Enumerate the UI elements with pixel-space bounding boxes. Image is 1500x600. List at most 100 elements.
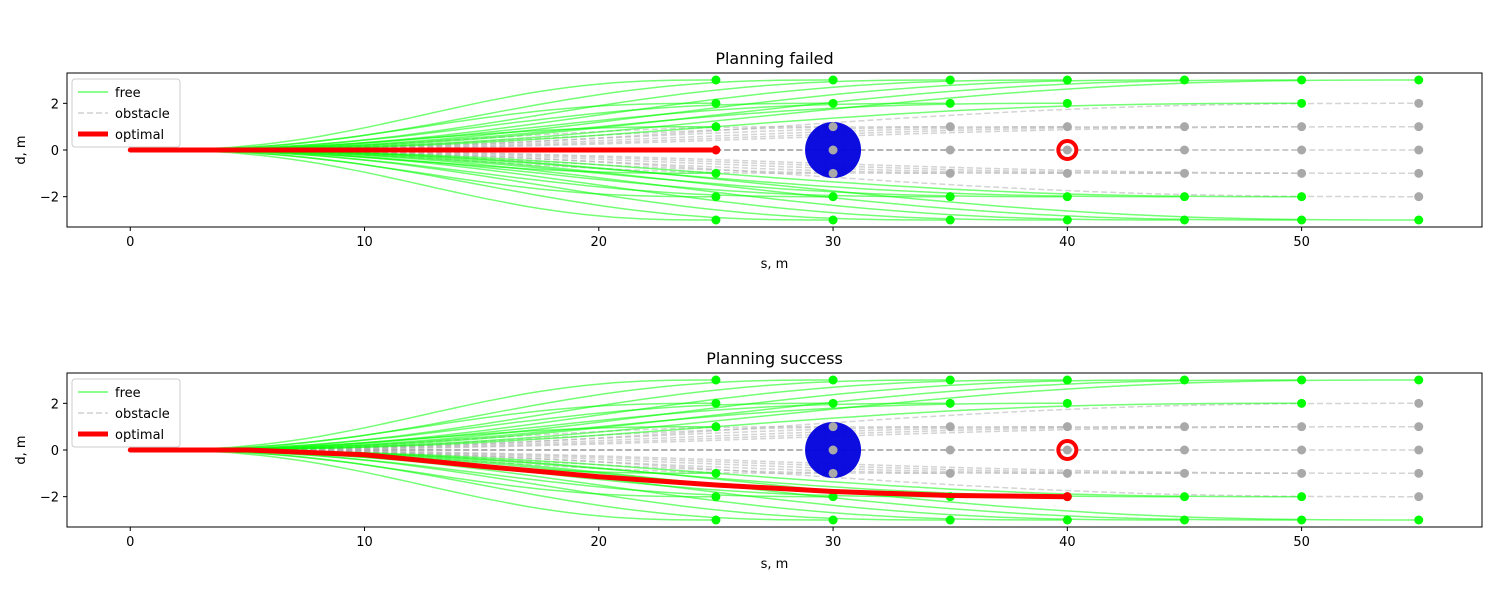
free-endpoint-marker — [1062, 375, 1072, 385]
y-tick-label: −2 — [40, 191, 59, 206]
obstacle-trajectory — [130, 449, 1419, 475]
obstacle-trajectory — [130, 449, 1302, 475]
free-endpoint-marker — [828, 492, 838, 502]
free-endpoint-marker — [945, 192, 955, 202]
legend: free obstacle optimal — [71, 378, 181, 448]
x-tick-label: 20 — [591, 235, 608, 250]
obstacle-endpoint-marker — [1179, 145, 1189, 155]
obstacle-endpoint-marker — [1414, 492, 1424, 502]
free-trajectory — [130, 449, 1068, 521]
x-tick-label: 50 — [1293, 235, 1310, 250]
free-endpoint-marker — [828, 375, 838, 385]
free-endpoint-marker — [828, 398, 838, 408]
free-endpoint-marker — [1297, 98, 1307, 108]
y-tick-label: −2 — [40, 491, 59, 506]
free-endpoint-marker — [1179, 375, 1189, 385]
obstacle-endpoint-marker — [1297, 445, 1307, 455]
legend-box — [71, 378, 181, 448]
free-endpoint-marker — [711, 122, 721, 132]
legend: free obstacle optimal — [71, 78, 181, 148]
free-endpoint-marker — [1179, 75, 1189, 85]
plot-area — [127, 75, 1424, 225]
obstacle-trajectory — [130, 125, 1419, 151]
obstacle-endpoint-marker — [1062, 422, 1072, 432]
legend-label-optimal: optimal — [115, 128, 164, 143]
free-endpoint-marker — [711, 468, 721, 478]
obstacle-endpoint-marker — [945, 422, 955, 432]
free-endpoint-marker — [711, 75, 721, 85]
obstacle-endpoint-marker — [1414, 145, 1424, 155]
x-tick-label: 30 — [825, 235, 842, 250]
free-endpoint-marker — [711, 168, 721, 178]
free-endpoint-marker — [945, 98, 955, 108]
free-endpoint-marker — [1062, 215, 1072, 225]
free-endpoint-marker — [1062, 515, 1072, 525]
free-endpoint-marker — [1414, 215, 1424, 225]
y-tick-label: 0 — [51, 144, 59, 159]
free-endpoint-marker — [711, 398, 721, 408]
obstacle-endpoint-marker — [1297, 468, 1307, 478]
obstacle-trajectory — [130, 149, 1419, 175]
obstacle-trajectory — [130, 402, 1419, 451]
chart-panel-1: 0 10 20 30 40 50 −2 0 2 Planning failed s, m d, m fr… — [14, 49, 1483, 272]
free-endpoint-marker — [1414, 515, 1424, 525]
free-endpoint-marker — [1179, 492, 1189, 502]
x-tick-label: 30 — [825, 535, 842, 550]
obstacle-endpoint-marker — [828, 145, 838, 155]
obstacle-endpoint-marker — [1414, 122, 1424, 132]
obstacle-endpoint-marker — [1414, 422, 1424, 432]
free-endpoint-marker — [1297, 375, 1307, 385]
obstacle-endpoint-marker — [945, 168, 955, 178]
free-trajectory — [130, 79, 1185, 151]
y-tick-label: 2 — [51, 397, 59, 412]
obstacle-endpoint-marker — [828, 422, 838, 432]
legend-label-obstacle: obstacle — [115, 107, 170, 122]
free-endpoint-marker — [711, 215, 721, 225]
free-trajectory — [130, 379, 1068, 451]
panel-title: Planning success — [706, 349, 843, 368]
free-trajectory — [130, 79, 1419, 151]
obstacle-endpoint-marker — [945, 122, 955, 132]
free-trajectory — [130, 379, 1419, 451]
free-endpoint-marker — [711, 375, 721, 385]
free-endpoint-marker — [828, 98, 838, 108]
obstacle-endpoint-marker — [828, 445, 838, 455]
free-endpoint-marker — [1297, 515, 1307, 525]
free-endpoint-marker — [711, 492, 721, 502]
free-endpoint-marker — [1179, 215, 1189, 225]
x-tick-label: 10 — [356, 535, 373, 550]
obstacle-endpoint-marker — [1179, 422, 1189, 432]
legend-label-free: free — [115, 386, 141, 401]
obstacle-endpoint-marker — [1297, 145, 1307, 155]
free-endpoint-marker — [1062, 398, 1072, 408]
free-trajectory — [130, 449, 1419, 521]
free-endpoint-marker — [711, 192, 721, 202]
legend-label-obstacle: obstacle — [115, 407, 170, 422]
chart-panel-2: 0 10 20 30 40 50 −2 0 2 Planning success s, m d, m f… — [14, 349, 1483, 572]
obstacle-endpoint-marker — [945, 468, 955, 478]
obstacle-endpoint-marker — [1297, 122, 1307, 132]
y-tick-label: 0 — [51, 444, 59, 459]
obstacle-endpoint-marker — [828, 168, 838, 178]
free-endpoint-marker — [945, 515, 955, 525]
obstacle-endpoint-marker — [1062, 445, 1072, 455]
obstacle-endpoint-marker — [1414, 168, 1424, 178]
obstacle-endpoint-marker — [828, 468, 838, 478]
free-endpoint-marker — [828, 192, 838, 202]
obstacle-endpoint-marker — [1414, 468, 1424, 478]
x-axis-label: s, m — [761, 257, 789, 272]
free-endpoint-marker — [1062, 75, 1072, 85]
free-endpoint-marker — [828, 215, 838, 225]
obstacle-trajectory — [130, 149, 1419, 198]
x-tick-label: 50 — [1293, 535, 1310, 550]
obstacle-endpoint-marker — [1414, 98, 1424, 108]
obstacle-endpoint-marker — [1414, 192, 1424, 202]
free-trajectory — [130, 449, 1185, 521]
free-trajectory — [130, 379, 1185, 451]
free-endpoint-marker — [711, 98, 721, 108]
obstacle-endpoint-marker — [1062, 145, 1072, 155]
x-tick-label: 0 — [126, 235, 134, 250]
obstacle-trajectory — [130, 102, 1419, 151]
obstacle-endpoint-marker — [945, 145, 955, 155]
